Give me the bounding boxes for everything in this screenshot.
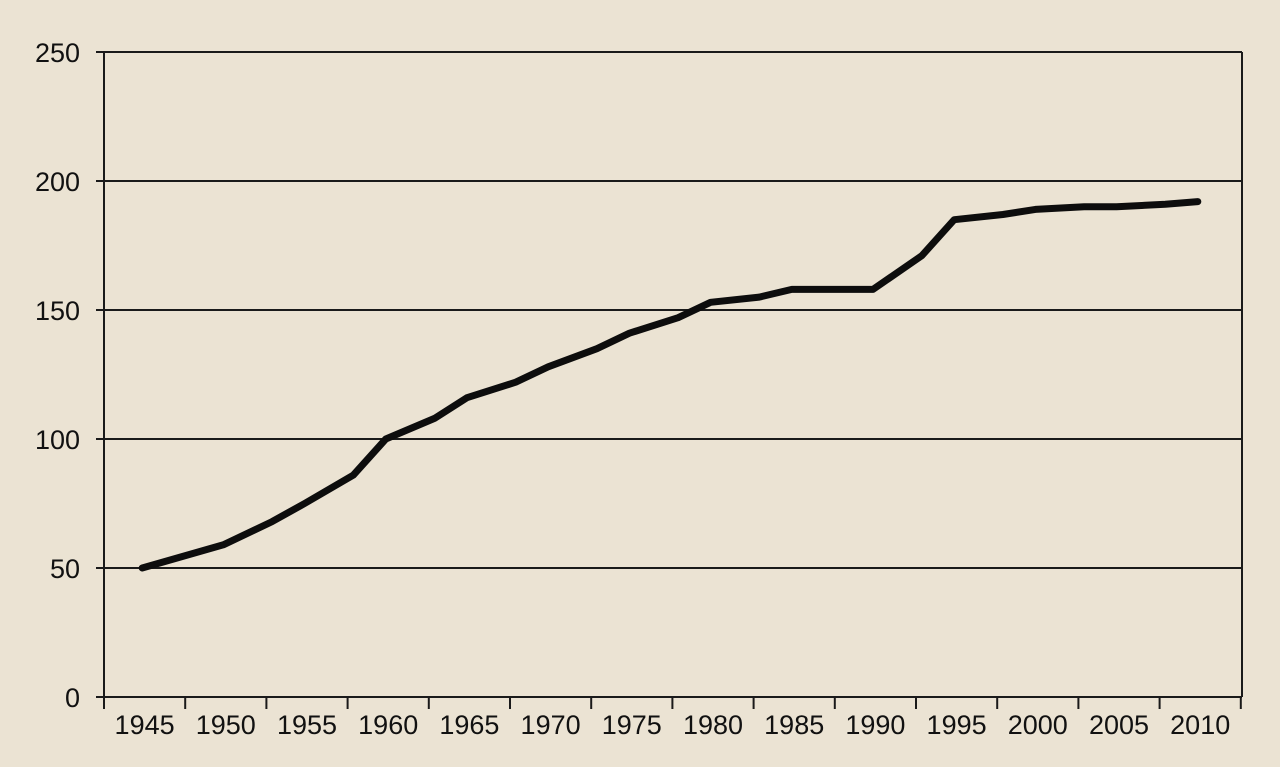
x-tick-label: 2000 (1008, 710, 1068, 740)
x-tick-label: 1950 (196, 710, 256, 740)
y-tick-label: 0 (65, 683, 80, 713)
series-layer (138, 198, 1202, 572)
y-tick-label: 50 (50, 554, 80, 584)
y-axis-tick-labels: 0 50 100 150 200 250 (35, 38, 80, 713)
x-tick-label: 1945 (115, 710, 175, 740)
x-tick-label: 2005 (1089, 710, 1149, 740)
x-tick-label: 1995 (927, 710, 987, 740)
gridlines (104, 51, 1242, 569)
y-tick-label: 200 (35, 167, 80, 197)
axes (96, 51, 1243, 709)
x-tick-label: 1985 (764, 710, 824, 740)
y-tick-label: 150 (35, 296, 80, 326)
x-tick-label: 1955 (277, 710, 337, 740)
x-tick-label: 2010 (1170, 710, 1230, 740)
x-tick-label: 1960 (358, 710, 418, 740)
x-tick-label: 1975 (602, 710, 662, 740)
x-axis-tick-labels: 1945 1950 1955 1960 1965 1970 1975 1980 1985 1990… (115, 710, 1231, 740)
x-tick-label: 1970 (521, 710, 581, 740)
y-tick-label: 100 (35, 425, 80, 455)
x-tick-label: 1980 (683, 710, 743, 740)
series-line-0 (138, 198, 1202, 572)
x-tick-label: 1965 (439, 710, 499, 740)
y-tick-label: 250 (35, 38, 80, 68)
x-tick-label: 1990 (845, 710, 905, 740)
